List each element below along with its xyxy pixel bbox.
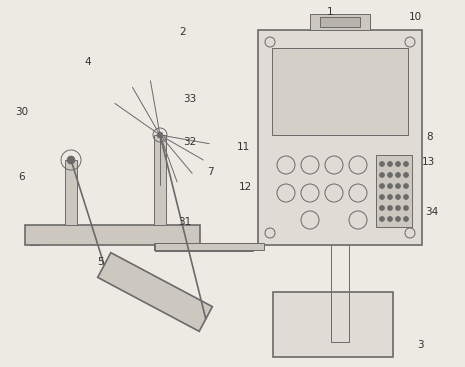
Circle shape [379, 206, 385, 211]
Polygon shape [98, 252, 213, 331]
Circle shape [396, 184, 400, 189]
Bar [154, 243, 264, 250]
Circle shape [396, 206, 400, 211]
Text: 13: 13 [421, 157, 435, 167]
Bar [154, 135, 166, 225]
Bar [320, 17, 360, 27]
Circle shape [396, 217, 400, 222]
Bar [25, 225, 200, 245]
Text: 6: 6 [19, 172, 25, 182]
Text: 7: 7 [206, 167, 213, 177]
Circle shape [404, 206, 408, 211]
Circle shape [379, 161, 385, 167]
Circle shape [396, 161, 400, 167]
Bar [376, 155, 412, 227]
Circle shape [404, 217, 408, 222]
Text: 1: 1 [327, 7, 333, 17]
Text: 3: 3 [417, 340, 423, 350]
Circle shape [404, 172, 408, 178]
Text: 32: 32 [183, 137, 197, 147]
Circle shape [387, 195, 392, 200]
Circle shape [396, 172, 400, 178]
Text: 10: 10 [408, 12, 422, 22]
Circle shape [157, 132, 163, 138]
Bar [272, 48, 408, 135]
Bar [273, 292, 393, 357]
Text: 8: 8 [427, 132, 433, 142]
Text: 11: 11 [236, 142, 250, 152]
Circle shape [387, 206, 392, 211]
Circle shape [387, 217, 392, 222]
Circle shape [404, 195, 408, 200]
Text: 30: 30 [15, 107, 28, 117]
Text: 31: 31 [179, 217, 192, 227]
Text: 4: 4 [85, 57, 91, 67]
Bar [310, 14, 370, 30]
Circle shape [396, 195, 400, 200]
Text: 5: 5 [97, 257, 103, 267]
Circle shape [387, 161, 392, 167]
Text: 2: 2 [179, 27, 186, 37]
Circle shape [379, 172, 385, 178]
Circle shape [404, 184, 408, 189]
Text: 34: 34 [425, 207, 438, 217]
Bar [65, 160, 77, 225]
Circle shape [379, 195, 385, 200]
Text: 33: 33 [183, 94, 197, 104]
Bar [258, 30, 422, 245]
Circle shape [379, 184, 385, 189]
Circle shape [67, 156, 75, 164]
Circle shape [387, 172, 392, 178]
Circle shape [379, 217, 385, 222]
Text: 12: 12 [239, 182, 252, 192]
Circle shape [404, 161, 408, 167]
Circle shape [387, 184, 392, 189]
